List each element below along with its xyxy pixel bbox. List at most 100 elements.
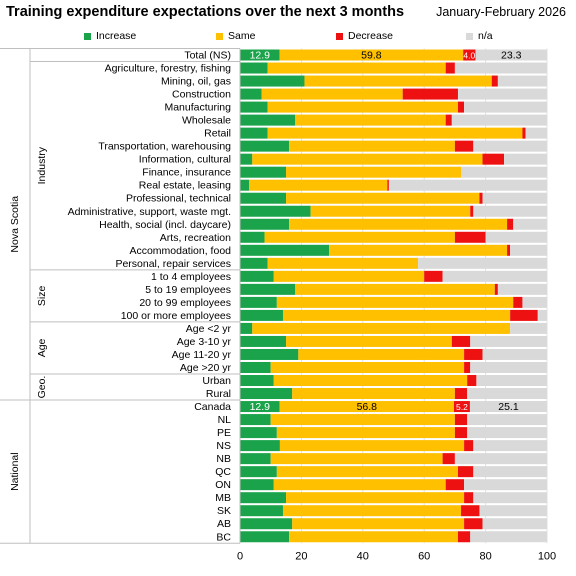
bar-segment-decrease	[424, 270, 443, 282]
bar-segment-decrease	[464, 518, 483, 530]
x-tick-label: 100	[538, 550, 556, 562]
bar-segment-decrease	[445, 114, 452, 126]
bar-segment-na	[467, 427, 547, 439]
bar-segment-na	[418, 257, 547, 269]
bar-segment-na	[470, 361, 547, 373]
bar-segment-na	[475, 49, 547, 61]
bar-segment-decrease	[491, 75, 498, 87]
bar-segment-decrease	[454, 231, 486, 243]
legend-label-na: n/a	[478, 30, 493, 42]
legend-swatch-na	[466, 32, 473, 40]
row-label: Agriculture, forestry, fishing	[105, 63, 232, 75]
bar-segment-decrease	[464, 348, 483, 360]
bar-segment-increase	[240, 466, 277, 478]
data-label: 4.0	[463, 51, 475, 61]
row-label: 1 to 4 employees	[151, 271, 231, 283]
x-tick-label: 0	[237, 550, 243, 562]
legend: Increase Same Decrease n/a	[0, 30, 576, 44]
row-label: AB	[217, 518, 231, 530]
bar-segment-decrease	[461, 505, 480, 517]
bar-segment-increase	[240, 531, 290, 543]
bar-segment-same	[276, 466, 458, 478]
bar-segment-increase	[240, 335, 287, 347]
bar-segment-increase	[240, 440, 280, 452]
bar-segment-na	[497, 283, 547, 295]
legend-item-increase: Increase	[84, 30, 136, 42]
bar-segment-na	[473, 205, 547, 217]
legend-swatch-decrease	[336, 32, 343, 40]
bar-segment-increase	[240, 218, 290, 230]
bar-segment-increase	[240, 427, 277, 439]
bar-segment-same	[261, 88, 403, 100]
bar-segment-same	[252, 322, 511, 334]
bar-segment-decrease	[507, 218, 514, 230]
bar-segment-same	[282, 505, 462, 517]
row-label: 5 to 19 employees	[145, 284, 231, 296]
row-label: SK	[217, 505, 231, 517]
bar-segment-na	[504, 153, 547, 165]
bar-segment-decrease	[513, 296, 523, 308]
bar-segment-increase	[240, 270, 274, 282]
bar-segment-decrease	[470, 205, 474, 217]
bar-segment-same	[273, 479, 446, 491]
row-label: ON	[215, 479, 231, 491]
row-label: MB	[215, 492, 231, 504]
row-label: BC	[216, 531, 231, 543]
group-label: Nova Scotia	[9, 196, 21, 253]
bar-segment-increase	[240, 205, 311, 217]
legend-swatch-same	[216, 32, 223, 40]
row-label: Transportation, warehousing	[98, 141, 231, 153]
row-label: Wholesale	[182, 115, 231, 127]
bar-segment-na	[476, 375, 547, 387]
bar-segment-increase	[240, 114, 296, 126]
row-label: NL	[218, 414, 232, 426]
bar-segment-na	[442, 270, 547, 282]
bar-segment-decrease	[457, 101, 465, 113]
row-label: PE	[217, 427, 231, 439]
x-tick-label: 20	[295, 550, 307, 562]
bar-segment-decrease	[467, 375, 477, 387]
bar-segment-decrease	[479, 192, 483, 204]
bar-segment-decrease	[464, 361, 471, 373]
bar-segment-increase	[240, 49, 280, 61]
bar-segment-na	[482, 348, 547, 360]
bar-segment-same	[249, 179, 388, 191]
bar-segment-same	[276, 427, 455, 439]
bar-segment-decrease	[464, 492, 474, 504]
legend-item-same: Same	[216, 30, 255, 42]
bar-segment-same	[286, 335, 452, 347]
legend-swatch-increase	[84, 32, 91, 40]
bar-segment-same	[270, 361, 465, 373]
bar-segment-increase	[240, 492, 287, 504]
bar-segment-na	[479, 505, 547, 517]
bar-segment-decrease	[494, 283, 498, 295]
data-label: 5.2	[456, 402, 468, 412]
bar-segment-increase	[240, 75, 305, 87]
bar-segment-increase	[240, 322, 253, 334]
bar-segment-increase	[240, 348, 299, 360]
bar-segment-same	[267, 62, 446, 74]
bar-segment-increase	[240, 140, 290, 152]
group-label: National	[9, 452, 21, 491]
row-label: NS	[216, 440, 231, 452]
bar-segment-decrease	[387, 179, 389, 191]
bar-segment-increase	[240, 388, 293, 400]
bar-segment-same	[273, 270, 425, 282]
legend-label-increase: Increase	[96, 30, 137, 42]
bar-segment-increase	[240, 518, 293, 530]
bar-segment-decrease	[507, 244, 511, 256]
bar-segment-na	[467, 414, 547, 426]
bar-segment-same	[276, 296, 514, 308]
row-label: Age <2 yr	[186, 323, 232, 335]
bar-segment-increase	[240, 309, 283, 321]
row-label: NB	[216, 453, 231, 465]
bar-segment-decrease	[464, 440, 474, 452]
bar-segment-same	[286, 166, 462, 178]
bar-segment-increase	[240, 453, 271, 465]
bar-segment-decrease	[457, 466, 474, 478]
bar-segment-decrease	[402, 88, 458, 100]
bar-segment-na	[513, 218, 547, 230]
bar-segment-increase	[240, 505, 283, 517]
legend-item-na: n/a	[466, 30, 493, 42]
bar-segment-increase	[240, 283, 296, 295]
